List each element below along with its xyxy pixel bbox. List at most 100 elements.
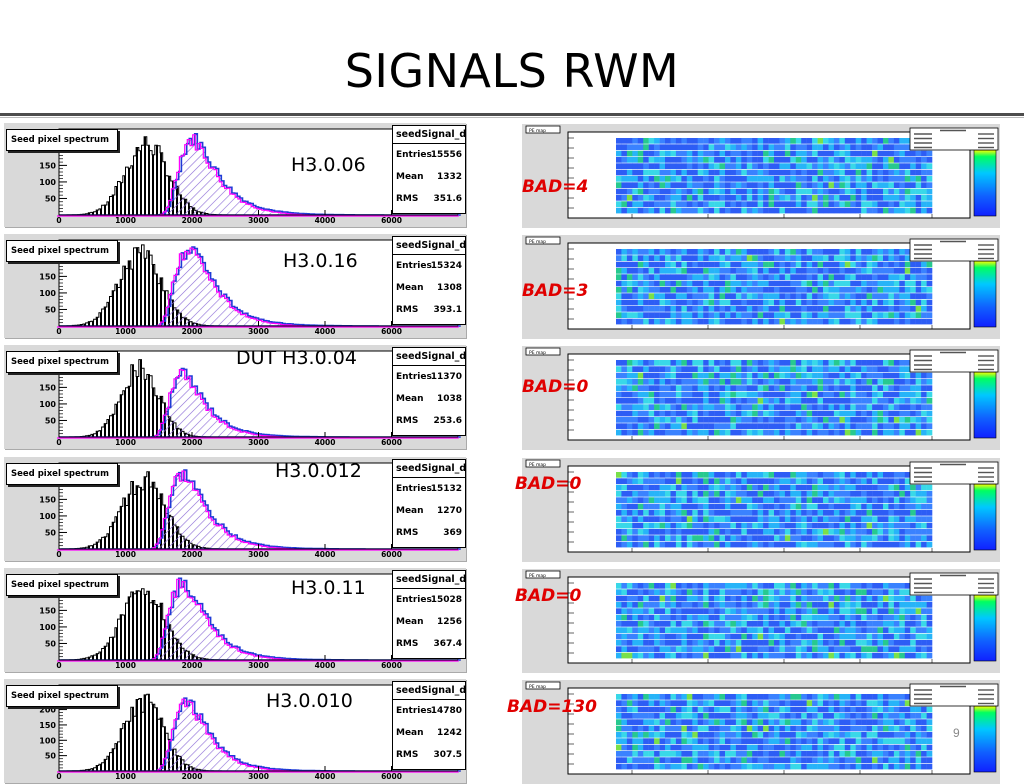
stats-mean: Mean 1308 [396, 283, 462, 293]
pixel-map-panel-4: PE map [522, 569, 1000, 673]
stats-mean: Mean 1256 [396, 617, 462, 627]
y-tick-label: 100 [39, 400, 56, 409]
y-tick-label: 150 [39, 383, 56, 392]
signal-fit-curve [57, 134, 459, 217]
histogram-title: Seed pixel spectrum [6, 463, 118, 485]
y-tick-label: 150 [39, 606, 56, 615]
map-title: PE map [529, 462, 546, 468]
histogram-title: Seed pixel spectrum [6, 351, 118, 373]
x-tick-label: 1000 [115, 550, 136, 559]
x-tick-label: 4000 [315, 772, 336, 781]
x-tick-label: 4000 [315, 550, 336, 559]
stats-rms: RMS 307.5 [396, 750, 462, 760]
pixel-map-panel-1: PE map [522, 235, 1000, 339]
map-title: PE map [529, 128, 546, 134]
y-tick-label: 50 [45, 416, 57, 425]
sample-label: H3.0.012 [275, 460, 362, 482]
pixel-map: PE map [525, 459, 999, 553]
x-tick-label: 1000 [115, 772, 136, 781]
sample-label: H3.0.11 [291, 577, 366, 599]
stats-name: seedSignal_d1 [393, 237, 465, 255]
signal-fit-curve [57, 578, 459, 662]
pixel-map-panel-2: PE map [522, 346, 1000, 450]
x-tick-label: 6000 [381, 216, 402, 225]
x-tick-label: 0 [56, 661, 61, 670]
y-tick-label: 100 [39, 512, 56, 521]
x-tick-label: 6000 [381, 327, 402, 336]
stats-name: seedSignal_d0 [393, 126, 465, 144]
stats-name: seedSignal_d4 [393, 571, 465, 589]
x-tick-label: 6000 [381, 661, 402, 670]
stats-name: seedSignal_d3 [393, 460, 465, 478]
x-tick-label: 3000 [248, 216, 269, 225]
x-tick-label: 1000 [115, 327, 136, 336]
slide-title: SIGNALS RWM [344, 44, 680, 98]
x-tick-label: 3000 [248, 438, 269, 447]
stats-mean: Mean 1270 [396, 506, 462, 516]
pixel-map: PE map [525, 236, 999, 330]
x-tick-label: 3000 [248, 327, 269, 336]
histogram-title: Seed pixel spectrum [6, 574, 118, 596]
bad-pixel-count: BAD=4 [522, 177, 589, 197]
histogram-title: Seed pixel spectrum [6, 685, 118, 707]
x-tick-label: 4000 [315, 216, 336, 225]
y-tick-label: 150 [39, 161, 56, 170]
x-tick-label: 6000 [381, 550, 402, 559]
sample-label: DUT H3.0.04 [236, 347, 357, 369]
stats-mean: Mean 1242 [396, 728, 462, 738]
title-divider [0, 113, 1024, 116]
stats-entries: Entries 15028 [396, 595, 462, 605]
y-tick-label: 150 [39, 721, 56, 730]
stats-mean: Mean 1332 [396, 172, 462, 182]
x-tick-label: 6000 [381, 438, 402, 447]
pixel-map-panel-5: PE map [522, 680, 1000, 784]
x-tick-label: 2000 [182, 216, 203, 225]
stats-rms: RMS 253.6 [396, 416, 462, 426]
x-tick-label: 2000 [182, 661, 203, 670]
bad-pixel-count: BAD=0 [515, 586, 582, 606]
x-tick-label: 2000 [182, 438, 203, 447]
stats-name: seedSignal_d5 [393, 682, 465, 700]
map-title: PE map [529, 239, 546, 245]
x-tick-label: 3000 [248, 550, 269, 559]
pixel-map-panel-0: PE map [522, 124, 1000, 228]
stats-entries: Entries 14780 [396, 706, 462, 716]
x-tick-label: 4000 [315, 438, 336, 447]
y-tick-label: 150 [39, 272, 56, 281]
pixel-map: PE map [525, 681, 999, 775]
y-tick-label: 200 [39, 706, 56, 715]
sample-label: H3.0.16 [283, 250, 358, 272]
histogram-panel-5: 50100150200250010002000300040006000Seed … [4, 679, 466, 783]
pixel-map-panel-3: PE map [522, 458, 1000, 562]
map-title: PE map [529, 573, 546, 579]
histogram-title: Seed pixel spectrum [6, 129, 118, 151]
y-tick-label: 100 [39, 736, 56, 745]
pixel-map: PE map [525, 347, 999, 441]
map-title: PE map [529, 684, 546, 690]
pixel-map: PE map [525, 570, 999, 664]
stats-rms: RMS 351.6 [396, 194, 462, 204]
y-tick-label: 50 [45, 305, 57, 314]
histogram-title: Seed pixel spectrum [6, 240, 118, 262]
x-tick-label: 0 [56, 327, 61, 336]
x-tick-label: 0 [56, 216, 61, 225]
x-tick-label: 4000 [315, 661, 336, 670]
stats-mean: Mean 1038 [396, 394, 462, 404]
stats-entries: Entries 11370 [396, 372, 462, 382]
stats-rms: RMS 393.1 [396, 305, 462, 315]
stats-rms: RMS 369 [396, 528, 462, 538]
bad-pixel-count: BAD=130 [507, 697, 597, 717]
signal-fit-curve [57, 369, 459, 439]
